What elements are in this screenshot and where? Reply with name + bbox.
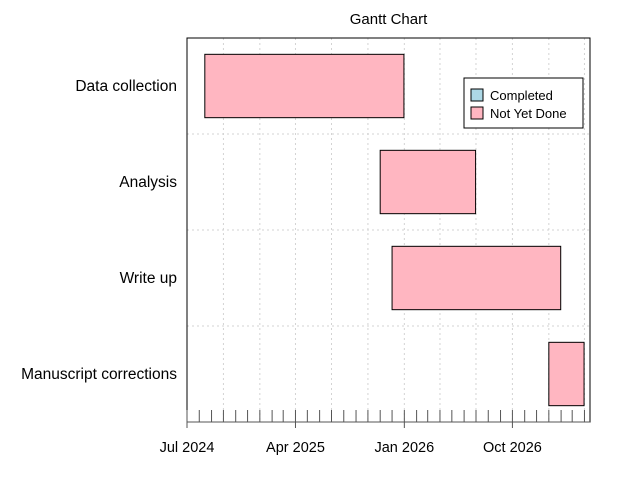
legend-box bbox=[463, 77, 584, 129]
x-axis: Jul 2024 Apr 2025 Jan 2026 Oct 2026 bbox=[160, 410, 590, 456]
task-label: Write up bbox=[120, 270, 177, 287]
legend-swatch bbox=[470, 88, 484, 102]
legend-label: Completed bbox=[490, 88, 553, 103]
task-label: Manuscript corrections bbox=[21, 366, 177, 383]
legend: Completed Not Yet Done bbox=[463, 77, 584, 129]
x-tick-label: Jan 2026 bbox=[374, 440, 434, 456]
task-bar bbox=[204, 53, 405, 119]
task-bars bbox=[204, 53, 585, 407]
task-label: Data collection bbox=[75, 78, 177, 95]
x-tick-label: Jul 2024 bbox=[160, 440, 215, 456]
x-tick-label: Oct 2026 bbox=[483, 440, 542, 456]
task-bar bbox=[391, 245, 562, 311]
grid-lines bbox=[187, 38, 590, 422]
x-tick-label: Apr 2025 bbox=[266, 440, 325, 456]
legend-swatch bbox=[470, 106, 484, 120]
task-bar bbox=[548, 341, 585, 407]
task-label: Analysis bbox=[119, 174, 177, 191]
legend-label: Not Yet Done bbox=[490, 106, 567, 121]
task-bar bbox=[379, 149, 477, 215]
task-labels: Data collection Analysis Write up Manuscrip… bbox=[21, 78, 177, 383]
chart-title: Gantt Chart bbox=[350, 11, 428, 28]
